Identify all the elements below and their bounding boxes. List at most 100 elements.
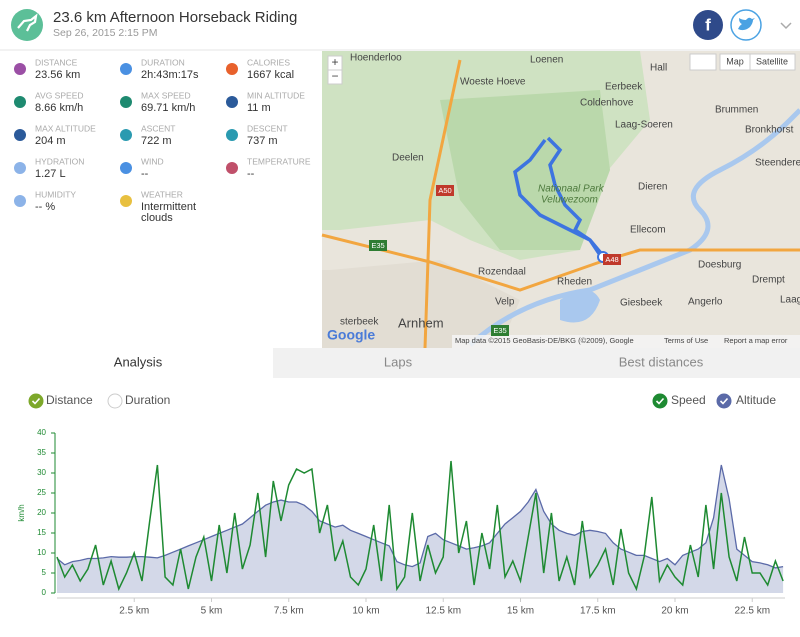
legend-label[interactable]: Distance bbox=[46, 393, 93, 407]
stat-icon bbox=[226, 63, 238, 75]
stat-label: CALORIES bbox=[247, 57, 290, 67]
legend-toggle[interactable] bbox=[28, 393, 44, 409]
tab[interactable]: Best distances bbox=[619, 354, 704, 369]
map-control[interactable]: Satellite bbox=[756, 56, 788, 66]
map-control[interactable]: − bbox=[331, 69, 338, 83]
stat-label: WIND bbox=[141, 156, 164, 166]
stat-label: AVG SPEED bbox=[35, 90, 84, 100]
stat-value: 2h:43m:17s bbox=[141, 69, 199, 81]
x-tick-label: 5 km bbox=[201, 606, 223, 617]
stat-label: DISTANCE bbox=[35, 57, 78, 67]
place-label: Dieren bbox=[638, 182, 667, 193]
stat-label: MIN ALTITUDE bbox=[247, 90, 305, 100]
urban-area bbox=[322, 260, 520, 348]
header-bar bbox=[0, 0, 800, 50]
place-label: Drempt bbox=[752, 275, 785, 286]
activity-date: Sep 26, 2015 2:15 PM bbox=[53, 27, 158, 39]
map-footer[interactable]: Terms of Use bbox=[664, 336, 708, 345]
stat-icon bbox=[14, 96, 26, 108]
place-label: Bronkhorst bbox=[745, 125, 794, 136]
x-tick-label: 10 km bbox=[352, 606, 379, 617]
stat-icon bbox=[120, 96, 132, 108]
map-footer: Map data ©2015 GeoBasis-DE/BKG (©2009), … bbox=[455, 336, 634, 345]
lake bbox=[560, 290, 600, 323]
speed-line bbox=[56, 460, 784, 592]
y-tick-label: 10 bbox=[37, 548, 46, 557]
zoom-out[interactable] bbox=[327, 69, 343, 85]
legend-toggle[interactable] bbox=[107, 393, 123, 409]
place-label: Brummen bbox=[715, 105, 758, 116]
stat-icon bbox=[120, 129, 132, 141]
road-label: A50 bbox=[438, 186, 451, 195]
map bbox=[321, 51, 800, 349]
legend-check bbox=[719, 397, 729, 405]
legend-label[interactable]: Duration bbox=[125, 393, 170, 407]
x-tick-label: 20 km bbox=[661, 606, 688, 617]
place-label: Arnhem bbox=[398, 315, 444, 330]
map-control[interactable]: + bbox=[331, 55, 338, 69]
stat-value: -- bbox=[247, 168, 255, 180]
place-label: Laag-K bbox=[780, 295, 800, 306]
y-tick-label: 40 bbox=[37, 428, 46, 437]
place-label: Loenen bbox=[530, 55, 563, 66]
y-tick-label: 20 bbox=[37, 508, 46, 517]
stat-icon bbox=[14, 162, 26, 174]
stat-value: 204 m bbox=[35, 135, 66, 147]
place-label: sterbeek bbox=[340, 317, 379, 328]
stat-value: Intermittent clouds bbox=[141, 201, 196, 224]
activity-icon bbox=[11, 9, 43, 41]
stat-label: WEATHER bbox=[141, 189, 183, 199]
tab[interactable]: Analysis bbox=[114, 354, 163, 369]
stat-value: 1.27 L bbox=[35, 168, 66, 180]
place-label: Angerlo bbox=[688, 297, 723, 308]
place-label: Woeste Hoeve bbox=[460, 77, 526, 88]
fullscreen-button[interactable] bbox=[689, 53, 717, 71]
tab[interactable]: Laps bbox=[384, 354, 413, 369]
active-tab[interactable] bbox=[0, 348, 273, 378]
legend-check bbox=[31, 397, 41, 405]
stat-value: 11 m bbox=[247, 102, 271, 114]
road-shield bbox=[369, 240, 387, 251]
stat-label: TEMPERATURE bbox=[247, 156, 311, 166]
x-tick-label: 2.5 km bbox=[119, 606, 149, 617]
place-label: Nationaal Park bbox=[538, 184, 605, 195]
y-tick-label: 30 bbox=[37, 468, 46, 477]
place-label: Coldenhove bbox=[580, 98, 634, 109]
y-tick-label: 5 bbox=[42, 568, 47, 577]
facebook-button[interactable] bbox=[693, 10, 723, 40]
road-label: A48 bbox=[605, 255, 618, 264]
map-type-satellite[interactable] bbox=[749, 53, 796, 71]
legend-label[interactable]: Altitude bbox=[736, 393, 776, 407]
map-logo: Google bbox=[327, 327, 375, 343]
x-tick-label: 22.5 km bbox=[734, 606, 770, 617]
y-axis-label: km/h bbox=[17, 504, 26, 521]
legend-toggle[interactable] bbox=[716, 393, 732, 409]
highway-e35 bbox=[321, 233, 800, 292]
place-label: Deelen bbox=[392, 153, 424, 164]
stat-icon bbox=[120, 63, 132, 75]
map-control[interactable]: Map bbox=[726, 56, 744, 66]
road-shield bbox=[491, 325, 509, 336]
stat-icon bbox=[14, 129, 26, 141]
activity-title: 23.6 km Afternoon Horseback Riding bbox=[53, 9, 297, 26]
stat-label: DESCENT bbox=[247, 123, 288, 133]
y-tick-label: 25 bbox=[37, 488, 46, 497]
stat-icon bbox=[226, 96, 238, 108]
place-label: Laag-Soeren bbox=[615, 120, 673, 131]
y-tick-label: 0 bbox=[42, 588, 47, 597]
y-tick-label: 35 bbox=[37, 448, 46, 457]
national-park bbox=[440, 90, 610, 250]
stat-label: HYDRATION bbox=[35, 156, 84, 166]
x-tick-label: 15 km bbox=[507, 606, 534, 617]
stat-icon bbox=[120, 195, 132, 207]
place-label: Ellecom bbox=[630, 225, 666, 236]
y-tick-label: 15 bbox=[37, 528, 46, 537]
legend-label[interactable]: Speed bbox=[671, 393, 706, 407]
stat-value: 737 m bbox=[247, 135, 278, 147]
map-footer[interactable]: Report a map error bbox=[724, 336, 788, 345]
stat-value: 8.66 km/h bbox=[35, 102, 83, 114]
place-label: Veluwezoom bbox=[541, 195, 598, 206]
legend-toggle[interactable] bbox=[652, 393, 668, 409]
road-shield bbox=[603, 254, 621, 265]
expand-chevron[interactable] bbox=[780, 22, 792, 30]
